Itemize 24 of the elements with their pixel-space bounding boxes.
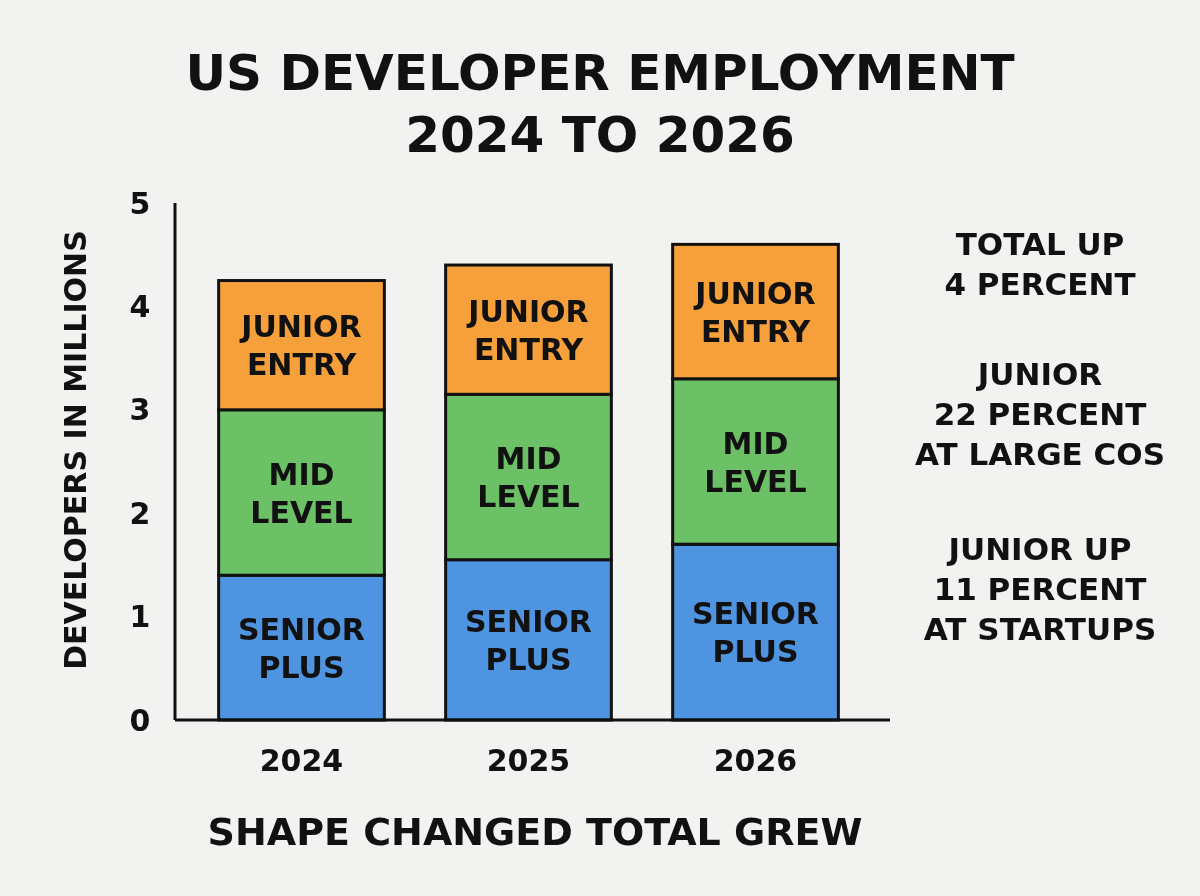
y-tick-label: 1 bbox=[129, 599, 151, 635]
x-tick-label: 2024 bbox=[259, 742, 344, 778]
text: TOTAL UP 4 PERCENT bbox=[944, 226, 1136, 302]
series-label: SENIOR PLUS bbox=[238, 611, 365, 685]
series-label: MID LEVEL bbox=[250, 456, 353, 530]
y-tick-label: 0 bbox=[129, 702, 151, 738]
text: SENIOR PLUS bbox=[465, 603, 592, 677]
text: JUNIOR 22 PERCENT AT LARGE COS bbox=[915, 356, 1165, 472]
x-tick-label: 2025 bbox=[486, 742, 571, 778]
text: JUNIOR ENTRY bbox=[468, 293, 589, 367]
y-tick-label: 3 bbox=[129, 392, 151, 428]
y-tick-label: 2 bbox=[129, 495, 151, 531]
chart-title: US DEVELOPER EMPLOYMENT 2024 TO 2026 bbox=[185, 44, 1015, 164]
x-tick-label: 2026 bbox=[713, 742, 798, 778]
text: MID LEVEL bbox=[477, 440, 580, 514]
y-axis-title: DEVELOPERS IN MILLIONS bbox=[57, 230, 93, 670]
series-label: JUNIOR ENTRY bbox=[693, 275, 816, 349]
x-axis-title: SHAPE CHANGED TOTAL GREW bbox=[207, 810, 863, 854]
text: MID LEVEL bbox=[704, 425, 807, 498]
text: SENIOR PLUS bbox=[692, 595, 819, 669]
y-tick-label: 4 bbox=[129, 288, 151, 324]
text: JUNIOR ENTRY bbox=[241, 308, 362, 382]
y-tick-label: 5 bbox=[129, 185, 151, 221]
text: JUNIOR UP 11 PERCENT AT STARTUPS bbox=[923, 531, 1157, 647]
